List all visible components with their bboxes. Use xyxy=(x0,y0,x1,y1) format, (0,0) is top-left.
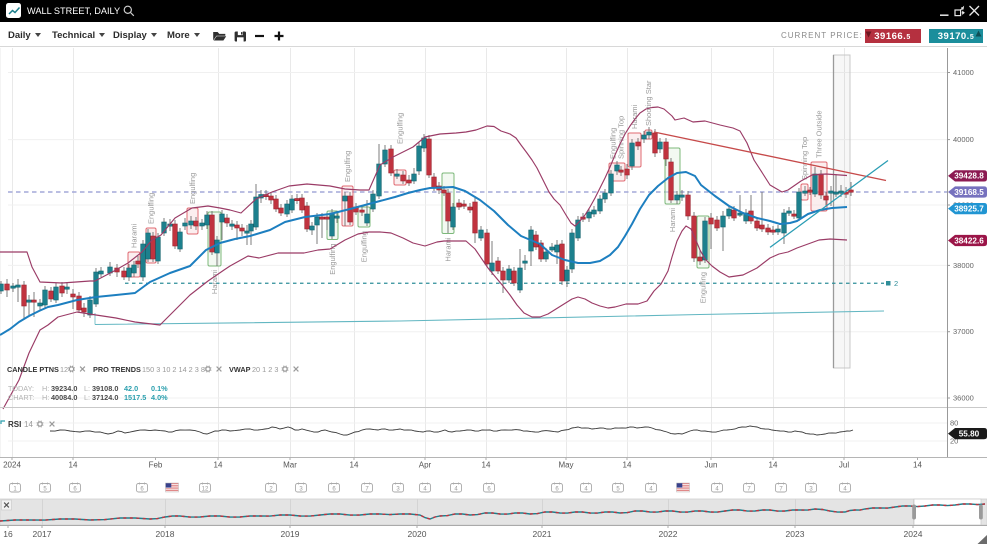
svg-text:RSI: RSI xyxy=(8,420,21,429)
svg-text:14: 14 xyxy=(24,420,33,429)
svg-text:40084.0: 40084.0 xyxy=(51,393,77,402)
svg-text:6: 6 xyxy=(73,487,77,493)
svg-text:4: 4 xyxy=(584,487,588,493)
svg-text:12: 12 xyxy=(60,365,68,374)
svg-text:4: 4 xyxy=(454,487,458,493)
svg-text:55.80: 55.80 xyxy=(959,429,980,438)
svg-text:H:: H: xyxy=(42,393,49,402)
svg-text:14: 14 xyxy=(482,461,491,470)
svg-text:42.0: 42.0 xyxy=(124,384,138,393)
svg-text:14: 14 xyxy=(350,461,359,470)
svg-text:37124.0: 37124.0 xyxy=(92,393,118,402)
svg-text:1: 1 xyxy=(13,487,17,493)
svg-text:L:: L: xyxy=(84,393,90,402)
svg-text:CANDLE PTNS: CANDLE PTNS xyxy=(7,365,59,374)
svg-text:3: 3 xyxy=(299,487,303,493)
svg-text:1517.5: 1517.5 xyxy=(124,393,146,402)
svg-text:Engulfing: Engulfing xyxy=(699,272,708,303)
svg-text:39428.8: 39428.8 xyxy=(954,172,984,181)
svg-text:80: 80 xyxy=(950,419,958,428)
svg-text:Engulfing: Engulfing xyxy=(343,151,352,182)
svg-text:150 3 10 2 14 2 3 8: 150 3 10 2 14 2 3 8 xyxy=(142,365,205,374)
svg-text:14: 14 xyxy=(69,461,78,470)
svg-text:0.1%: 0.1% xyxy=(151,384,168,393)
svg-text:16: 16 xyxy=(3,529,13,539)
svg-text:20 1 2 3: 20 1 2 3 xyxy=(252,365,278,374)
svg-text:VWAP: VWAP xyxy=(229,365,251,374)
svg-text:2020: 2020 xyxy=(408,529,427,539)
svg-text:Harami: Harami xyxy=(630,104,639,129)
svg-text:37000: 37000 xyxy=(953,327,974,336)
svg-text:39234.0: 39234.0 xyxy=(51,384,77,393)
svg-text:May: May xyxy=(558,461,573,470)
svg-text:Mar: Mar xyxy=(283,461,297,470)
svg-text:39108.0: 39108.0 xyxy=(92,384,118,393)
svg-text:14: 14 xyxy=(214,461,223,470)
svg-text:12: 12 xyxy=(202,487,209,493)
svg-text:6: 6 xyxy=(332,487,336,493)
svg-text:2021: 2021 xyxy=(533,529,552,539)
svg-text:6: 6 xyxy=(140,487,144,493)
svg-text:Engulfing: Engulfing xyxy=(396,113,405,144)
svg-text:Shooting Star: Shooting Star xyxy=(644,80,653,126)
svg-text:Engulfing: Engulfing xyxy=(188,173,197,204)
svg-text:2023: 2023 xyxy=(786,529,805,539)
svg-text:Three Outside: Three Outside xyxy=(815,110,824,158)
svg-text:6: 6 xyxy=(555,487,559,493)
svg-text:L:: L: xyxy=(84,384,90,393)
svg-text:2024: 2024 xyxy=(904,529,923,539)
svg-text:5: 5 xyxy=(616,487,620,493)
svg-text:2022: 2022 xyxy=(659,529,678,539)
svg-text:6: 6 xyxy=(487,487,491,493)
svg-text:4: 4 xyxy=(715,487,719,493)
svg-text:3: 3 xyxy=(809,487,813,493)
svg-text:4.0%: 4.0% xyxy=(151,393,168,402)
svg-text:Engulfing: Engulfing xyxy=(328,244,337,275)
svg-text:Spinning Top: Spinning Top xyxy=(617,116,626,159)
svg-text:38422.6: 38422.6 xyxy=(954,236,984,245)
svg-text:5: 5 xyxy=(43,487,47,493)
svg-text:Engulfing: Engulfing xyxy=(609,128,618,159)
svg-text:2018: 2018 xyxy=(156,529,175,539)
svg-text:38000: 38000 xyxy=(953,261,974,270)
svg-text:14: 14 xyxy=(769,461,778,470)
svg-text:7: 7 xyxy=(365,487,369,493)
svg-text:Jun: Jun xyxy=(705,461,718,470)
svg-text:Harami: Harami xyxy=(210,270,219,295)
svg-text:2017: 2017 xyxy=(33,529,52,539)
svg-text:PRO TRENDS: PRO TRENDS xyxy=(93,365,141,374)
svg-text:4: 4 xyxy=(423,487,427,493)
svg-text:2: 2 xyxy=(894,279,898,288)
svg-text:TODAY:: TODAY: xyxy=(8,384,34,393)
svg-text:Harami: Harami xyxy=(130,223,139,248)
svg-text:2019: 2019 xyxy=(281,529,300,539)
svg-text:38925.7: 38925.7 xyxy=(954,204,984,213)
svg-text:Harami: Harami xyxy=(668,208,677,233)
svg-text:20: 20 xyxy=(950,437,958,446)
svg-text:2024: 2024 xyxy=(3,461,21,470)
svg-text:Feb: Feb xyxy=(149,461,163,470)
svg-text:40000: 40000 xyxy=(953,135,974,144)
svg-text:Harami: Harami xyxy=(444,237,453,262)
svg-text:4: 4 xyxy=(843,487,847,493)
svg-text:2: 2 xyxy=(269,487,273,493)
svg-text:Apr: Apr xyxy=(419,461,432,470)
svg-text:41000: 41000 xyxy=(953,68,974,77)
svg-text:7: 7 xyxy=(779,487,783,493)
svg-text:39168.5: 39168.5 xyxy=(954,188,984,197)
svg-text:Spinning Top: Spinning Top xyxy=(800,137,809,180)
svg-text:Engulfing: Engulfing xyxy=(360,231,369,262)
svg-text:4: 4 xyxy=(649,487,653,493)
svg-text:3: 3 xyxy=(396,487,400,493)
svg-text:H:: H: xyxy=(42,384,49,393)
svg-text:14: 14 xyxy=(913,461,922,470)
svg-text:14: 14 xyxy=(623,461,632,470)
svg-text:Engulfing: Engulfing xyxy=(147,193,156,224)
svg-text:CHART:: CHART: xyxy=(8,393,34,402)
svg-text:7: 7 xyxy=(747,487,751,493)
svg-text:Jul: Jul xyxy=(839,461,849,470)
svg-text:36000: 36000 xyxy=(953,394,974,403)
